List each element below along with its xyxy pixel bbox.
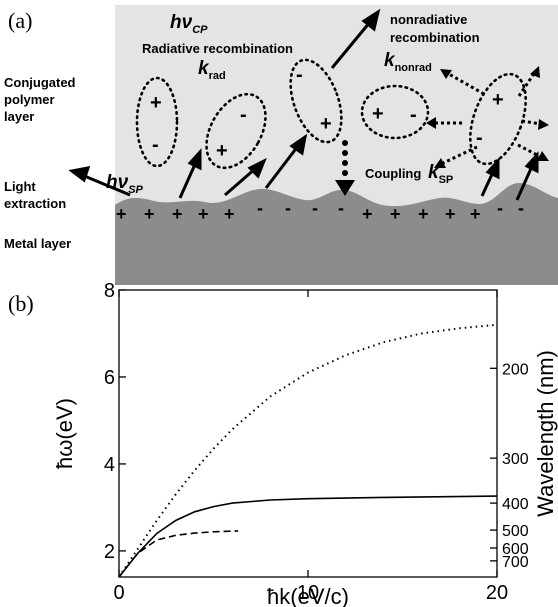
surface-charge: + <box>362 204 373 224</box>
x-tick-label: 0 <box>113 582 124 604</box>
x-tick-label: 10 <box>297 582 319 604</box>
polymer-layer-label: Conjugated polymer layer <box>4 75 76 124</box>
y-axis-label: ħω(eV) <box>52 398 77 469</box>
panel-b-label: (b) <box>8 291 34 316</box>
surface-charge: - <box>518 198 524 218</box>
y2-tick-label: 200 <box>502 361 529 378</box>
charge: - <box>240 104 247 126</box>
surface-charge: + <box>390 204 401 224</box>
surface-charge: - <box>497 198 503 218</box>
charge: + <box>492 89 504 111</box>
y2-tick-label: 500 <box>502 523 529 540</box>
x-axis-label: ħk(eV/c) <box>267 584 349 607</box>
hv-sp-label: hνSP <box>106 172 143 196</box>
y2-tick-label: 400 <box>502 496 529 513</box>
hv-cp-label: hνCP <box>170 12 208 36</box>
surface-charge: - <box>257 198 263 218</box>
nonradiative-label: nonradiative recombination <box>390 12 480 45</box>
y-tick-label: 2 <box>104 541 115 563</box>
panel-a-label: (a) <box>8 8 33 33</box>
exciton-5 <box>469 72 527 166</box>
series-line-solid <box>118 495 498 578</box>
y-tick-label: 8 <box>104 280 115 302</box>
coupling-label: Coupling <box>365 166 422 181</box>
exciton-2 <box>205 92 267 170</box>
surface-charge: + <box>172 204 183 224</box>
panel-a-drawing <box>68 5 558 285</box>
surface-charge: + <box>418 204 429 224</box>
plot-frame <box>118 289 498 578</box>
surface-charge: - <box>312 198 318 218</box>
surface-charge: + <box>144 204 155 224</box>
charge: + <box>150 92 162 114</box>
surface-charge: + <box>470 204 481 224</box>
series-line-dashed <box>118 530 239 578</box>
y-tick-label: 6 <box>104 367 115 389</box>
k-rad-label: krad <box>198 58 226 82</box>
surface-charge: + <box>116 204 127 224</box>
charge: - <box>152 134 159 156</box>
surface-charge: + <box>445 204 456 224</box>
exciton-3 <box>289 58 343 144</box>
charge: - <box>410 104 417 126</box>
surface-charge: - <box>285 198 291 218</box>
charge: - <box>476 127 483 149</box>
x-tick-label: 20 <box>486 582 508 604</box>
coupling-arrowhead <box>335 180 355 196</box>
charge: - <box>296 64 303 86</box>
charge: + <box>320 113 332 135</box>
metal-layer <box>115 182 558 285</box>
k-sp-label: kSP <box>428 162 454 186</box>
light-extraction-label: Light extraction <box>4 179 67 211</box>
k-nonrad-label: knonrad <box>384 50 432 74</box>
y2-tick-label: 700 <box>502 554 529 571</box>
y-tick-label: 4 <box>104 454 115 476</box>
charge: + <box>372 103 384 125</box>
y2-axis-label: Wavelength (nm) <box>533 350 558 517</box>
y2-tick-label: 300 <box>502 451 529 468</box>
series-line-dotted <box>118 323 498 578</box>
exciton-1 <box>135 76 179 168</box>
exciton-4 <box>360 84 430 140</box>
metal-layer-label: Metal layer <box>4 236 72 251</box>
surface-charge: + <box>198 204 209 224</box>
radiative-label: Radiative recombination <box>142 41 293 56</box>
surface-charge: + <box>224 204 235 224</box>
y2-tick-label: 600 <box>502 541 529 558</box>
surface-charge: - <box>338 198 344 218</box>
charge: + <box>216 140 228 162</box>
